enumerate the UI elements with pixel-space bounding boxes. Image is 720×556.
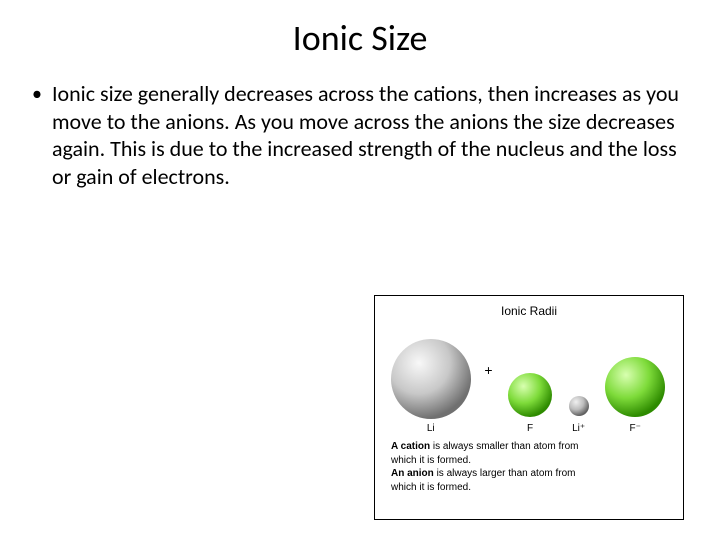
- sphere-li: Li: [391, 324, 471, 434]
- sphere-f: F: [506, 324, 554, 434]
- sphere-li-cation: Li⁺: [566, 324, 592, 434]
- sphere-label: F⁻: [630, 423, 641, 434]
- body-text: • Ionic size generally decreases across …: [0, 80, 720, 190]
- bullet-marker: •: [32, 82, 42, 107]
- sphere-icon: [506, 371, 554, 419]
- sphere-f-anion: F⁻: [603, 324, 667, 434]
- plus-symbol: +: [484, 362, 492, 378]
- slide-title: Ionic Size: [0, 16, 720, 60]
- figure-caption: A cation is always smaller than atom fro…: [385, 440, 673, 494]
- sphere-icon: [566, 393, 592, 419]
- figure-title: Ionic Radii: [385, 304, 673, 318]
- sphere-icon: [391, 339, 471, 419]
- bullet-text: Ionic size generally decreases across th…: [52, 80, 684, 190]
- bullet-item: • Ionic size generally decreases across …: [32, 80, 684, 190]
- sphere-label: Li⁺: [572, 423, 585, 434]
- sphere-icon: [603, 355, 667, 419]
- sphere-label: F: [527, 423, 533, 434]
- spheres-row: Li + F: [385, 324, 673, 434]
- sphere-label: Li: [427, 423, 435, 434]
- ionic-radii-figure: Ionic Radii Li +: [374, 295, 684, 520]
